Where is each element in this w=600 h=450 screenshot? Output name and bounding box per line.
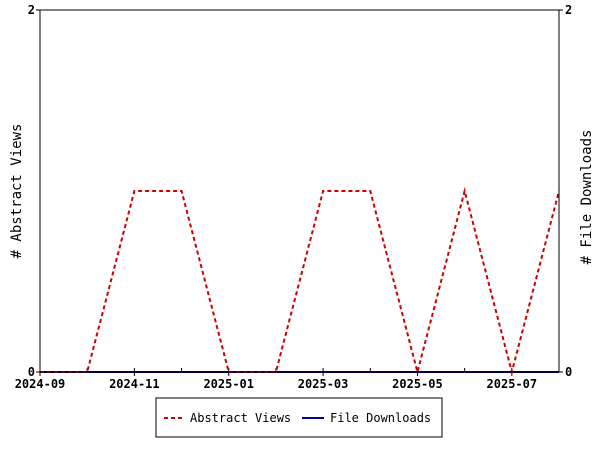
y-tick-label: 0 (28, 365, 35, 379)
x-tick-label: 2025-07 (487, 377, 538, 391)
legend-box (155, 397, 443, 438)
legend: Abstract Views File Downloads (155, 397, 443, 438)
x-tick-label: 2025-03 (298, 377, 349, 391)
series-line-abstract-views (40, 187, 560, 376)
legend-label-file-downloads: File Downloads (330, 411, 431, 425)
x-tick-label: 2024-09 (15, 377, 66, 391)
y-axis-title: # Abstract Views (9, 124, 25, 259)
x-tick-label: 2025-05 (392, 377, 443, 391)
y2-tick-label: 2 (565, 3, 572, 17)
plot-frame (39, 9, 560, 373)
legend-label-abstract-views: Abstract Views (190, 411, 291, 425)
y-tick-label: 2 (28, 3, 35, 17)
y2-axis-title: # File Downloads (579, 130, 595, 265)
x-tick-label: 2025-01 (203, 377, 254, 391)
x-tick-label: 2024-11 (109, 377, 160, 391)
y2-tick-label: 0 (565, 365, 572, 379)
